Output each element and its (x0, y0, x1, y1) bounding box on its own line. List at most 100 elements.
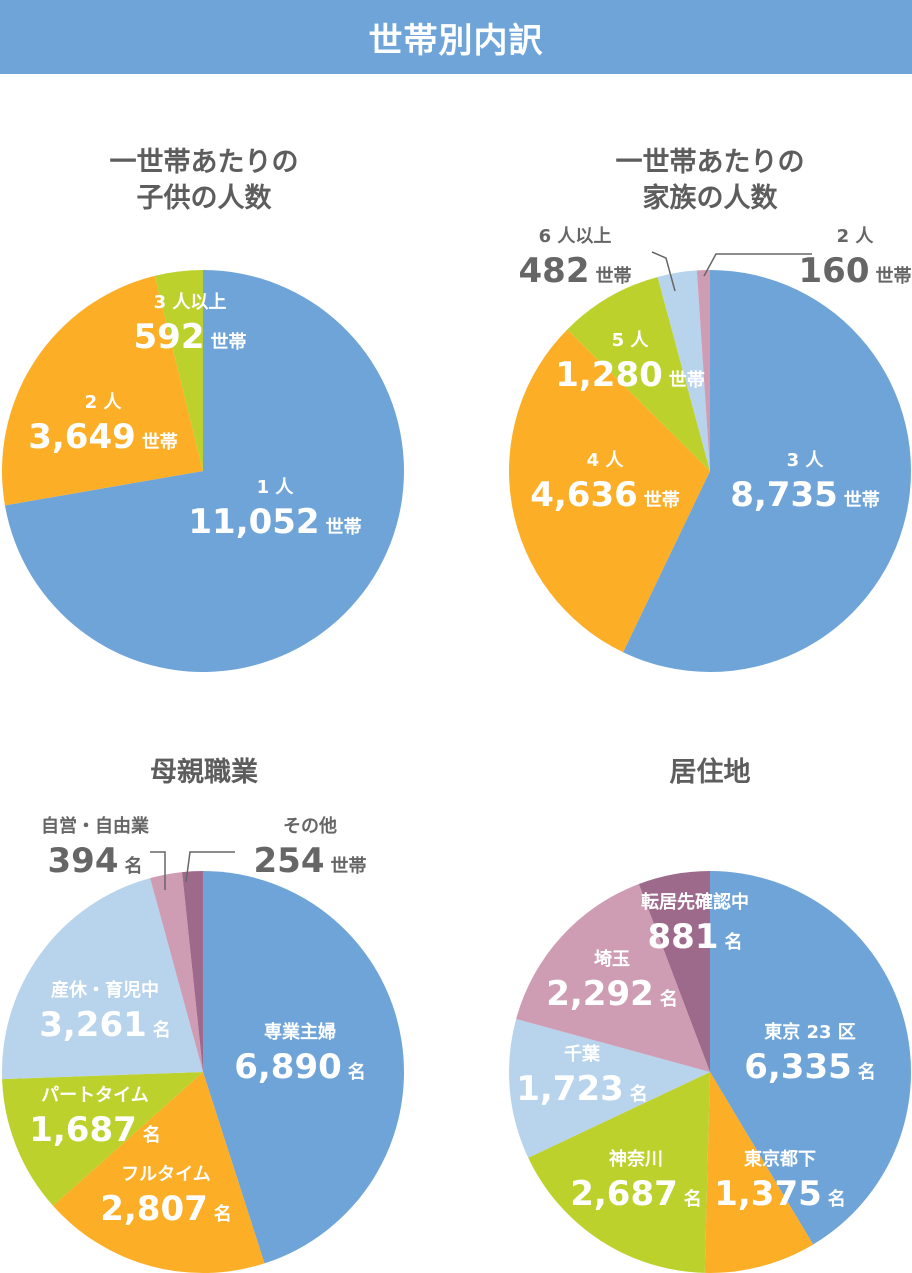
chart-title-children: 一世帯あたりの 子供の人数 (0, 145, 414, 217)
slice-unit: 名 (858, 1061, 876, 1083)
slice-number: 160 (799, 251, 870, 291)
slice-unit: 名 (660, 988, 678, 1010)
slice-number: 8,735 (730, 475, 838, 515)
slice-label: フルタイム (121, 1164, 211, 1185)
slice-value: 394 名 (48, 841, 143, 881)
slice-unit: 名 (684, 1188, 702, 1210)
slice-label: 東京 23 区 (764, 1021, 856, 1043)
slice-unit: 世帯 (875, 265, 911, 287)
slice-label: 東京都下 (744, 1148, 816, 1170)
slice-value: 2,292 名 (546, 974, 678, 1014)
slice-value: 8,735 世帯 (730, 475, 880, 515)
page-banner-title: 世帯別内訳 (0, 0, 912, 74)
slice-number: 4,636 (530, 475, 638, 515)
slice-label: 3 人 (787, 450, 825, 471)
slice-value: 6,335 名 (744, 1047, 876, 1087)
chart-title-line1: 一世帯あたりの (615, 147, 805, 178)
chart-title-line1: 居住地 (669, 757, 751, 788)
pie-slice (182, 871, 203, 1072)
slice-unit: 世帯 (644, 489, 680, 511)
slice-unit: 名 (124, 855, 142, 877)
slice-unit: 世帯 (844, 489, 880, 511)
slice-value: 2,687 名 (570, 1174, 702, 1214)
slice-label: 6 人以上 (539, 226, 612, 247)
slice-unit: 世帯 (210, 331, 246, 353)
slice-number: 3,649 (28, 417, 136, 457)
chart-title-family: 一世帯あたりの 家族の人数 (500, 145, 912, 217)
pie-slice (638, 871, 710, 1072)
pie-slice (1, 878, 204, 1080)
chart-title-line1: 一世帯あたりの (109, 147, 299, 178)
slice-number: 1,280 (555, 355, 663, 395)
slice-value: 254 世帯 (254, 841, 367, 881)
callout-line (185, 851, 235, 883)
slice-value: 1,723 名 (516, 1069, 648, 1109)
callout-line (651, 251, 676, 292)
slice-number: 592 (134, 317, 205, 357)
pie-slice (1, 275, 204, 506)
slice-unit: 名 (214, 1203, 232, 1225)
slice-number: 394 (48, 841, 119, 881)
slice-label: 専業主婦 (264, 1021, 336, 1043)
slice-label: 2 人 (85, 392, 123, 413)
slice-unit: 名 (630, 1083, 648, 1105)
pie-slice (154, 270, 203, 471)
slice-number: 1,375 (714, 1174, 822, 1214)
chart-title-line2: 子供の人数 (136, 183, 272, 214)
slice-number: 254 (254, 841, 325, 881)
slice-label: 4 人 (587, 450, 625, 471)
slice-label: その他 (283, 815, 337, 837)
slice-unit: 名 (348, 1061, 366, 1083)
slice-number: 2,292 (546, 974, 654, 1014)
slice-number: 881 (648, 917, 719, 957)
slice-unit: 名 (143, 1124, 161, 1146)
slice-label: 5 人 (612, 330, 650, 351)
slice-value: 6,890 名 (234, 1047, 366, 1087)
slice-unit: 名 (153, 1019, 171, 1041)
slice-label: 神奈川 (609, 1148, 663, 1170)
slice-number: 2,807 (100, 1189, 208, 1229)
slice-value: 1,687 名 (29, 1110, 161, 1150)
pie-slice (4, 270, 404, 672)
slice-number: 6,890 (234, 1047, 342, 1087)
slice-label: 3 人以上 (154, 292, 227, 313)
slice-value: 2,807 名 (100, 1189, 232, 1229)
pie-slice (623, 270, 912, 672)
slice-value: 3,649 世帯 (28, 417, 178, 457)
callout-line (150, 851, 166, 890)
slice-label: 産休・育児中 (51, 979, 159, 1001)
slice-number: 3,261 (39, 1005, 147, 1045)
slice-value: 11,052 世帯 (188, 502, 361, 542)
slice-unit: 名 (724, 931, 742, 953)
slice-label: 転居先確認中 (641, 891, 749, 913)
pie-slice (704, 1072, 814, 1273)
slice-unit: 世帯 (326, 516, 362, 538)
pie-slice (696, 269, 710, 471)
slice-label: 自営・自由業 (41, 815, 150, 837)
slice-label: 2 人 (837, 226, 875, 247)
slice-unit: 世帯 (142, 431, 178, 453)
chart-title-mother-job: 母親職業 (0, 755, 414, 791)
slice-value: 1,375 名 (714, 1174, 846, 1214)
slice-value: 1,280 世帯 (555, 355, 705, 395)
chart-title-residence: 居住地 (500, 755, 912, 791)
slice-value: 3,261 名 (39, 1005, 171, 1045)
slice-number: 6,335 (744, 1047, 852, 1087)
slice-number: 482 (519, 251, 590, 291)
slice-value: 4,636 世帯 (530, 475, 680, 515)
pie-slice (516, 884, 710, 1072)
callout-line (703, 253, 812, 277)
slice-number: 1,687 (29, 1110, 137, 1150)
chart-title-line1: 母親職業 (150, 757, 258, 788)
slice-value: 592 世帯 (134, 317, 247, 357)
slice-value: 482 世帯 (519, 251, 632, 291)
slice-unit: 名 (828, 1188, 846, 1210)
pie-slice (657, 270, 710, 471)
slice-label: 埼玉 (594, 948, 630, 970)
pie-slice (509, 1018, 710, 1158)
